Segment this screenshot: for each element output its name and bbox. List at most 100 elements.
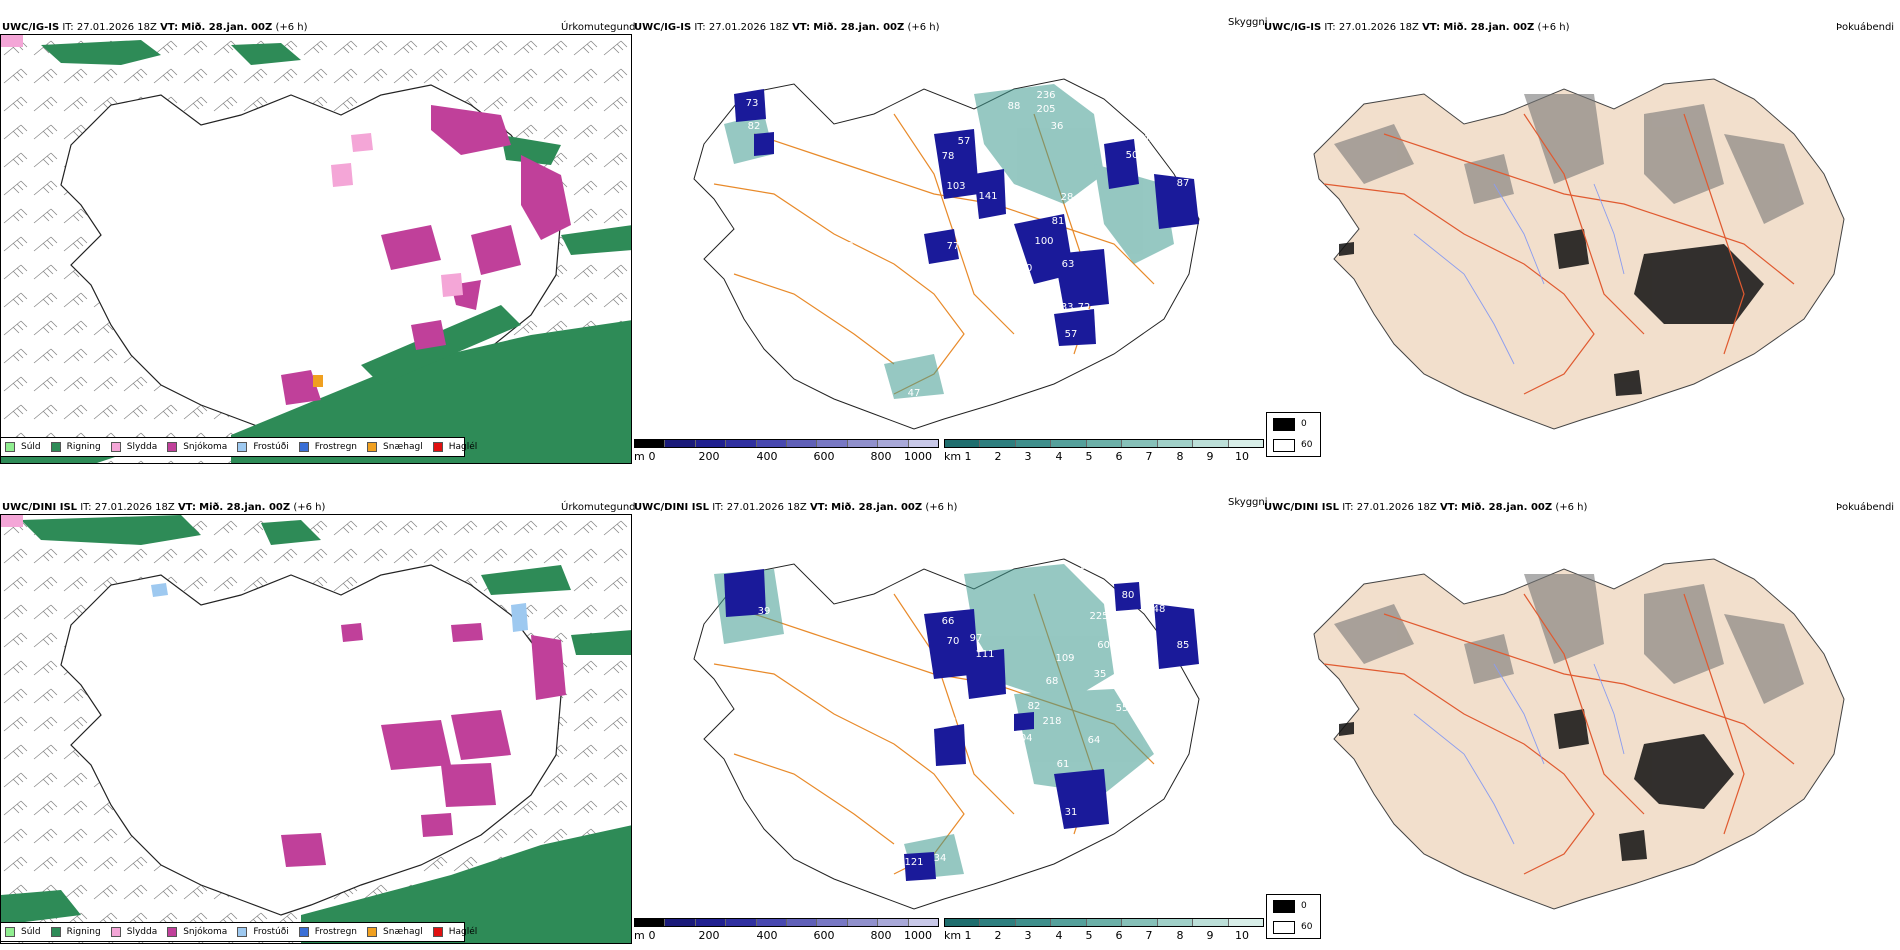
- row-1: UWC/IG-IS IT: 27.01.2026 18Z VT: Mið. 28…: [0, 17, 1895, 464]
- legend-swatch: [167, 442, 178, 452]
- visibility-tick: 5: [1085, 450, 1093, 463]
- precip-map: [0, 34, 632, 464]
- vis-label: 93: [964, 234, 977, 245]
- precip-header: UWC/IG-IS IT: 27.01.2026 18Z VT: Mið. 28…: [2, 22, 308, 34]
- vis-label: 6024: [1097, 640, 1122, 651]
- vis-label: 104: [1013, 733, 1032, 744]
- cloud-base-tick: 800: [870, 929, 892, 942]
- cloud-base-tick: 200: [698, 929, 720, 942]
- fog-legend-label: 0: [1301, 901, 1307, 911]
- legend-item: Frostúði: [237, 927, 289, 937]
- vis-label: 39: [758, 606, 771, 617]
- vis-label: 111: [975, 649, 994, 660]
- legend-swatch: [432, 927, 443, 937]
- precip-map: [0, 514, 632, 944]
- legend-swatch: [298, 927, 309, 937]
- legend-swatch: [167, 927, 178, 937]
- vis-labels: 73 82 78 57 103 141 236 205 36 88 51 50 …: [676, 90, 1190, 399]
- vis-label: 109: [1055, 653, 1074, 664]
- cloud-base-tick: 800: [870, 450, 892, 463]
- it-value: 27.01.2026 18Z: [76, 22, 157, 33]
- vis-label: 51: [1138, 134, 1151, 145]
- fog-title: Þokuábendi: [1836, 22, 1895, 33]
- vis-label: 61: [1057, 759, 1070, 770]
- model-name: UWC/DINI ISL: [634, 502, 710, 513]
- it-label: IT:: [1342, 502, 1354, 513]
- vt-label: VT:: [177, 502, 196, 513]
- model-name: UWC/IG-IS: [1264, 22, 1322, 33]
- cloud-base-unit: m: [634, 450, 645, 463]
- legend-swatch: [50, 927, 61, 937]
- vis-label: 66: [942, 616, 955, 627]
- visibility-tick: 3: [1024, 450, 1032, 463]
- visibility-tick: 9: [1206, 450, 1214, 463]
- it-label: IT:: [694, 22, 706, 33]
- it-label: IT:: [712, 502, 724, 513]
- visibility-tick: 10: [1235, 450, 1249, 463]
- visibility-colorbar: km 1 2 3 4 5 6 7 8 9 10: [944, 439, 1264, 463]
- vis-label: 4: [676, 241, 682, 252]
- it-value: 27.01.2026 18Z: [94, 502, 175, 513]
- vis-label: 36: [1051, 121, 1064, 132]
- legend-item: Súld: [5, 442, 41, 452]
- vis-header: UWC/DINI ISL IT: 27.01.2026 18Z VT: Mið.…: [634, 502, 957, 514]
- vis-label: 121: [904, 857, 923, 868]
- fog-header: UWC/IG-IS IT: 27.01.2026 18Z VT: Mið. 28…: [1264, 22, 1570, 34]
- visibility-tick: 7: [1145, 929, 1153, 942]
- vis-label: 96: [1110, 262, 1123, 273]
- vis-map-svg: 131 80 48 66 70 97 111 225 6024 109 35 6…: [693, 558, 1200, 910]
- fog-header: UWC/DINI ISL IT: 27.01.2026 18Z VT: Mið.…: [1264, 502, 1587, 514]
- model-name: UWC/DINI ISL: [1264, 502, 1340, 513]
- vis-label: 103: [946, 181, 965, 192]
- fog-legend-swatch: [1273, 921, 1295, 934]
- model-name: UWC/IG-IS: [634, 22, 692, 33]
- vis-label: 78: [942, 151, 955, 162]
- it-value: 27.01.2026 18Z: [708, 22, 789, 33]
- vis-label: 50: [1126, 150, 1139, 161]
- it-label: IT:: [80, 502, 92, 513]
- visibility-tick: 6: [1115, 929, 1123, 942]
- vis-map: 131 80 48 66 70 97 111 225 6024 109 35 6…: [634, 514, 1274, 914]
- vt-label: VT:: [1422, 22, 1441, 33]
- vis-label: 55: [1116, 703, 1129, 714]
- vis-label: 87: [1177, 178, 1190, 189]
- vis-title: Skyggni: [1228, 17, 1268, 28]
- vis-label: 80: [1020, 263, 1033, 274]
- vis-label: 48: [1153, 604, 1166, 615]
- fog-map-svg: [1313, 558, 1845, 910]
- vis-label: 88: [1110, 121, 1123, 132]
- lead-time: (+6 h): [1555, 502, 1588, 513]
- visibility-tick: 4: [1055, 929, 1063, 942]
- legend-item: Frostúði: [237, 442, 289, 452]
- vis-label: 82: [1028, 701, 1041, 712]
- vis-label: 133: [1054, 302, 1073, 313]
- visibility-tick: 10: [1235, 929, 1249, 942]
- fog-legend-label: 60: [1301, 922, 1313, 932]
- precip-legend: Súld Rigning Slydda Snjókoma Frostúði Fr…: [0, 437, 477, 457]
- it-label: IT:: [62, 22, 74, 33]
- legend-swatch: [110, 442, 121, 452]
- vt-value: Mið. 28.jan. 00Z: [1443, 22, 1535, 33]
- visibility-tick: 1: [964, 929, 972, 942]
- vt-value: Mið. 28.jan. 00Z: [831, 502, 923, 513]
- cloud-base-colorbar: m 0 200 400 600 800 1000: [634, 439, 939, 463]
- cloud-base-tick: 400: [756, 929, 778, 942]
- legend-item: Súld: [5, 927, 41, 937]
- fog-title: Þokuábendi: [1836, 502, 1895, 513]
- vt-value: Mið. 28.jan. 00Z: [199, 502, 291, 513]
- vis-label: 85: [1177, 640, 1190, 651]
- it-value: 27.01.2026 18Z: [1356, 502, 1437, 513]
- vis-label: 72: [1078, 302, 1091, 313]
- fog-legend-swatch: [1273, 900, 1295, 913]
- visibility-tick: 6: [1115, 450, 1123, 463]
- lead-time: (+6 h): [1537, 22, 1570, 33]
- precip-title: Úrkomutegund: [561, 502, 636, 513]
- legend-item: Frostregn: [298, 442, 357, 452]
- visibility-tick: 4: [1055, 450, 1063, 463]
- vis-label: 28: [1061, 192, 1074, 203]
- vis-label: 64: [1088, 735, 1101, 746]
- cloud-base-tick: 200: [698, 450, 720, 463]
- vis-label: 47: [908, 388, 921, 399]
- fog-legend-swatch: [1273, 439, 1295, 452]
- fog-legend: 0 60: [1266, 894, 1321, 939]
